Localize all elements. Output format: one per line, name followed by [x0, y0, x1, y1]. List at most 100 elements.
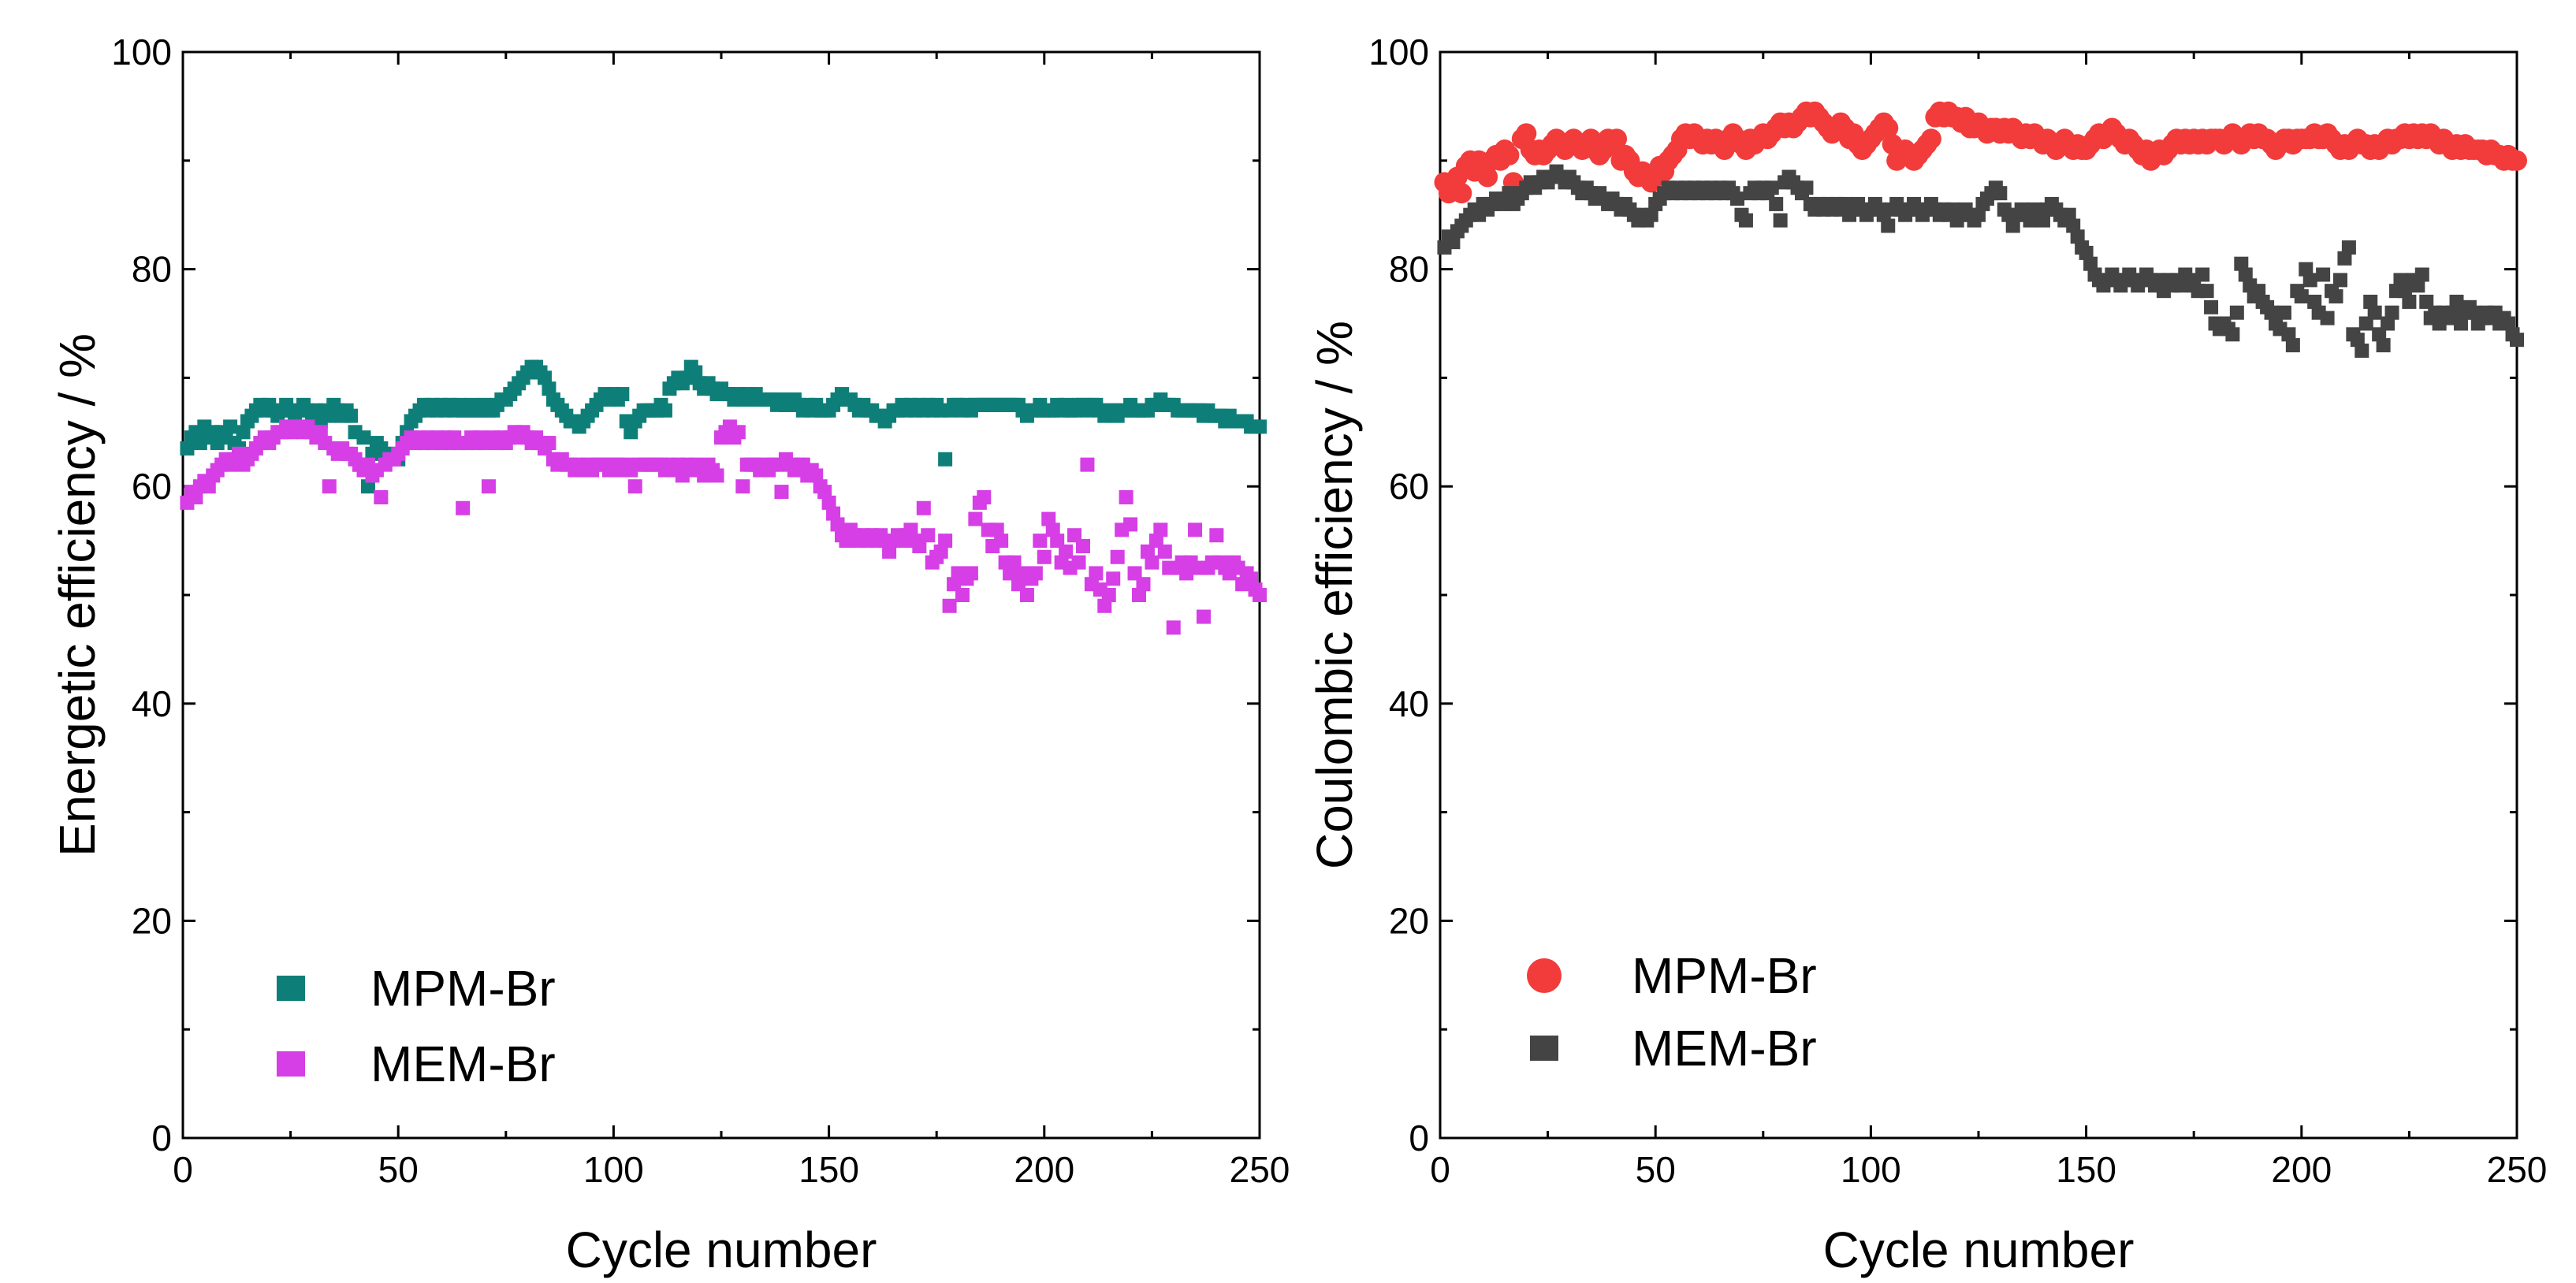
- point-mem-br-right-228: [2419, 294, 2434, 309]
- x-tick-label-right-5: 250: [2487, 1149, 2548, 1190]
- point-mpm-br-right-103: [1878, 117, 1899, 139]
- point-mpm-br-left-118: [688, 365, 703, 380]
- point-mem-br-left-123: [709, 468, 724, 483]
- point-mem-br-left-214: [1101, 588, 1116, 602]
- y-tick-label-right-2: 40: [1389, 683, 1429, 724]
- point-mem-br-left-200: [1041, 511, 1056, 526]
- point-mem-br-left-45: [374, 489, 389, 504]
- point-mem-br-left-226: [1153, 522, 1168, 537]
- point-mem-br-left-202: [1050, 534, 1065, 549]
- point-mpm-br-right-19: [1516, 123, 1537, 144]
- point-mem-br-right-185: [2234, 256, 2249, 271]
- point-mem-br-right-220: [2384, 305, 2399, 320]
- point-mem-br-right-196: [2281, 327, 2296, 342]
- x-tick-label-left-3: 150: [798, 1149, 859, 1190]
- legend-label-mem-br-right: MEM-Br: [1632, 1020, 1817, 1077]
- point-mem-br-right-70: [1738, 213, 1753, 228]
- point-mem-br-right-176: [2195, 267, 2210, 282]
- point-mpm-br-right-4: [1451, 183, 1472, 204]
- point-mem-br-left-188: [989, 522, 1004, 537]
- point-mem-br-left-64: [456, 500, 471, 515]
- point-mem-br-left-183: [968, 511, 983, 526]
- point-mpm-br-left-249: [1253, 419, 1267, 434]
- point-mem-br-left-223: [1140, 544, 1155, 559]
- point-mem-br-right-139: [2035, 213, 2050, 228]
- point-mem-br-left-2: [188, 489, 203, 504]
- point-mem-br-right-224: [2402, 294, 2417, 309]
- point-mem-br-left-247: [1244, 571, 1259, 586]
- point-mem-br-left-148: [817, 485, 832, 500]
- point-mem-br-right-150: [2083, 256, 2098, 271]
- x-tick-label-left-1: 50: [378, 1149, 419, 1190]
- point-mem-br-right-218: [2376, 338, 2391, 353]
- point-mem-br-left-171: [916, 500, 931, 515]
- point-mem-br-left-220: [1127, 566, 1142, 581]
- point-mpm-br-left-176: [938, 452, 953, 467]
- point-mem-br-right-195: [2276, 305, 2291, 320]
- point-mem-br-right-247: [2501, 316, 2516, 331]
- point-mem-br-right-249: [2510, 333, 2524, 348]
- y-tick-label-left-5: 100: [111, 32, 172, 73]
- point-mpm-br-right-15: [1498, 144, 1520, 165]
- point-mem-br-right-202: [2307, 294, 2322, 309]
- point-mem-br-right-129: [1993, 186, 2008, 201]
- x-tick-label-right-2: 100: [1841, 1149, 1901, 1190]
- point-mem-br-right-200: [2299, 262, 2314, 277]
- y-tick-label-right-5: 100: [1368, 32, 1429, 73]
- point-mem-br-right-124: [1971, 207, 1986, 222]
- point-mem-br-left-198: [1033, 534, 1048, 549]
- point-mem-br-left-213: [1097, 598, 1112, 613]
- point-mem-br-left-225: [1148, 534, 1163, 549]
- legend-marker-mem-br-right: [1530, 1036, 1558, 1061]
- point-mem-br-left-138: [774, 485, 789, 500]
- point-mem-br-left-151: [830, 517, 845, 532]
- point-mem-br-left-168: [903, 522, 918, 537]
- point-mem-br-left-84: [542, 436, 557, 451]
- point-mem-br-right-210: [2341, 240, 2356, 255]
- point-mem-br-left-104: [627, 479, 642, 494]
- point-mem-br-right-178: [2204, 299, 2219, 314]
- y-tick-label-right-0: 0: [1409, 1118, 1429, 1158]
- x-tick-label-left-5: 250: [1230, 1149, 1290, 1190]
- point-mem-br-right-217: [2372, 327, 2387, 342]
- y-tick-label-left-3: 60: [132, 466, 172, 507]
- plot-frame-right: [1439, 50, 2518, 1140]
- point-mem-br-right-103: [1881, 218, 1896, 233]
- point-mem-br-left-192: [1007, 555, 1022, 570]
- x-tick-label-left-4: 200: [1014, 1149, 1074, 1190]
- x-tick-label-right-0: 0: [1430, 1149, 1450, 1190]
- point-mpm-br-left-111: [657, 403, 672, 418]
- point-mem-br-left-232: [1179, 566, 1194, 581]
- point-mem-br-right-177: [2199, 284, 2214, 299]
- x-tick-label-right-4: 200: [2271, 1149, 2332, 1190]
- chart-frame-right: [1439, 50, 2518, 1140]
- point-mpm-br-left-101: [615, 387, 630, 402]
- legend-label-mpm-br-right: MPM-Br: [1632, 947, 1817, 1004]
- legend-label-mpm-br-left: MPM-Br: [370, 960, 556, 1017]
- point-mem-br-right-214: [2358, 316, 2373, 331]
- y-tick-label-left-0: 0: [151, 1118, 172, 1158]
- point-mpm-br-right-249: [2507, 150, 2527, 171]
- point-mem-br-left-175: [933, 544, 948, 559]
- point-mem-br-right-222: [2393, 273, 2408, 288]
- y-axis-title-right: Coulombic efficiency / %: [1306, 321, 1363, 869]
- point-mem-br-right-215: [2363, 294, 2378, 309]
- point-mem-br-left-234: [1188, 522, 1203, 537]
- data-points-left: [180, 359, 1267, 635]
- x-tick-label-right-3: 150: [2056, 1149, 2116, 1190]
- point-mem-br-left-163: [882, 544, 897, 559]
- point-mpm-br-right-10: [1477, 166, 1498, 188]
- point-mem-br-right-186: [2238, 267, 2253, 282]
- point-mem-br-right-77: [1769, 196, 1784, 211]
- point-mem-br-left-215: [1106, 571, 1121, 586]
- legend-right: MPM-Br MEM-Br: [1527, 947, 1817, 1077]
- chart-ticks-left: 0 50 100 150 200 250 0 20 40 60 80 100: [111, 32, 1290, 1190]
- point-mem-br-left-182: [963, 566, 978, 581]
- point-mpm-br-left-13: [236, 425, 251, 440]
- point-mem-br-left-177: [942, 598, 957, 613]
- point-mem-br-left-193: [1011, 577, 1026, 592]
- coulombic-efficiency-chart: 0 50 100 150 200 250 0 20 40 60 80 100 Cycle number…: [1306, 32, 2547, 1278]
- point-mem-br-left-216: [1110, 549, 1125, 564]
- point-mem-br-left-146: [809, 468, 824, 483]
